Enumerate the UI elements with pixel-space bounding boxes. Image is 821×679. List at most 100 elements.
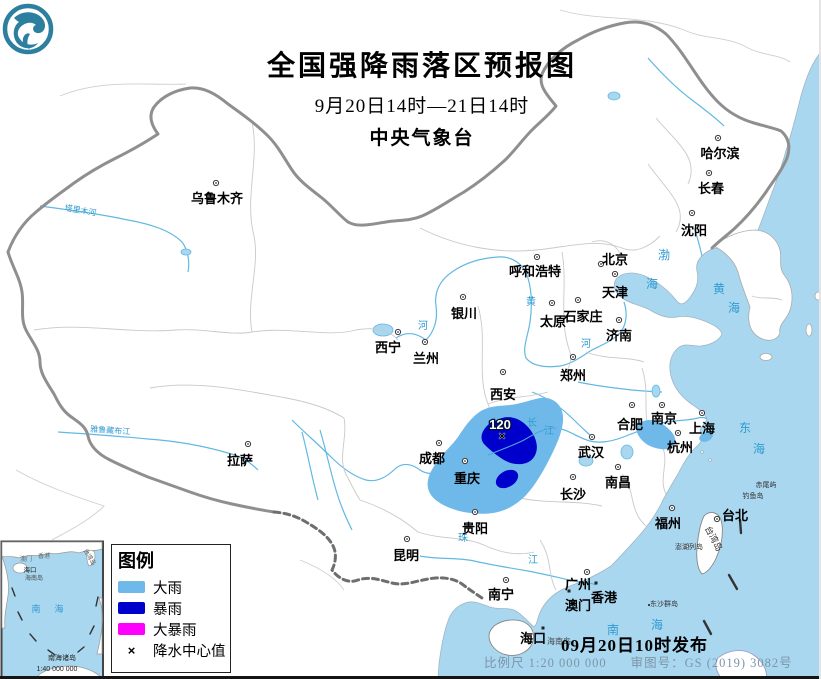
city-label: 上海: [689, 421, 715, 436]
city-label: 太原: [539, 314, 566, 329]
water-label: 黄: [713, 282, 725, 296]
inset-label: 海南岛: [25, 574, 43, 582]
city-label: 福州: [654, 516, 681, 531]
city-marker-dot: [600, 263, 602, 265]
inset-label: 香港: [38, 552, 50, 560]
rain-center-value: 120: [489, 417, 511, 432]
city-label: 香港: [590, 590, 618, 605]
inset-label: 海: [54, 603, 63, 614]
city-marker-dot: [406, 538, 408, 540]
city-marker-dot: [536, 256, 538, 258]
city-marker-dot: [671, 507, 673, 509]
city: 郑州: [560, 353, 586, 383]
right-border: [819, 0, 821, 679]
city-label: 石家庄: [562, 309, 602, 324]
city: 兰州: [413, 338, 439, 366]
water-label: 海: [646, 276, 658, 291]
water-label: 黄: [526, 295, 536, 308]
city: 台北: [713, 508, 748, 523]
bottom-border: [0, 676, 821, 679]
city: 北京: [597, 252, 628, 268]
city-label: 长春: [698, 181, 725, 196]
city-marker-dot: [717, 137, 719, 139]
city-marker-dot: [464, 460, 466, 462]
city-label: 南宁: [488, 587, 514, 602]
water-label: 雅鲁藏布江: [90, 424, 131, 437]
water-label: 南: [607, 622, 619, 637]
city-label: 广州: [565, 577, 591, 592]
city: 成都: [419, 439, 445, 466]
city: 武汉: [578, 433, 605, 460]
water-label: 渤: [658, 248, 670, 262]
place-label: 钓鱼岛: [743, 491, 764, 500]
city-marker-dot: [617, 466, 619, 468]
legend-label: 降水中心值: [153, 643, 226, 660]
city-label: 沈阳: [681, 223, 707, 238]
city: 上海: [689, 409, 715, 436]
city-marker-dot: [716, 518, 718, 520]
city-marker-dot: [586, 571, 588, 573]
legend-label: 大雨: [153, 580, 182, 597]
agency-name: 中央气象台: [369, 128, 475, 149]
legend-label: 暴雨: [153, 601, 182, 618]
city: 杭州: [667, 429, 693, 455]
inset-label: 海口: [24, 565, 37, 574]
city: 天津: [602, 270, 628, 300]
legend-item: 大雨: [118, 580, 230, 597]
page-title: 全国强降雨落区预报图: [266, 51, 577, 82]
city: 海口: [520, 626, 546, 646]
city-label: 北京: [602, 252, 628, 267]
legend-swatch: [118, 602, 145, 614]
city: 银川: [451, 293, 477, 321]
city-marker: [594, 581, 598, 585]
city: 重庆: [454, 457, 480, 486]
city: 澳门: [565, 589, 591, 613]
issue-time: 09月20日10时发布: [561, 636, 708, 655]
taiwan-island: [696, 512, 723, 575]
place-label: 东沙群岛: [650, 599, 678, 608]
water-label: 海: [753, 441, 765, 456]
legend-label: 大暴雨: [153, 622, 197, 639]
city-marker-dot: [215, 182, 217, 184]
city: 西宁: [375, 328, 402, 355]
city-marker-dot: [438, 442, 440, 444]
forecast-period: 9月20日14时—21日14时: [314, 96, 530, 117]
city-label: 呼和浩特: [509, 264, 561, 279]
city-label: 昆明: [393, 548, 419, 563]
legend: 图例 大雨 暴雨 大暴雨 × 降水中心值: [111, 544, 231, 673]
city-label: 杭州: [667, 440, 693, 455]
city: 石家庄: [562, 296, 603, 324]
city: 太原: [539, 299, 566, 329]
water-label: 东: [739, 421, 751, 435]
city-label: 南昌: [605, 475, 631, 490]
city-label: 贵阳: [462, 521, 488, 536]
water-label: 海: [651, 617, 663, 632]
city: 济南: [606, 316, 632, 343]
city-marker-dot: [618, 319, 620, 321]
national-border: [6, 20, 791, 600]
water-label: 珠: [458, 531, 468, 544]
city-label: 西宁: [375, 340, 401, 355]
city-label: 哈尔滨: [700, 146, 739, 161]
city: 西安: [490, 368, 516, 402]
city: 昆明: [393, 535, 419, 563]
city-label: 天津: [602, 285, 628, 300]
sea-area: [437, 51, 821, 679]
city-label: 合肥: [617, 417, 643, 432]
city: 沈阳: [681, 209, 707, 238]
city: 呼和浩特: [509, 253, 561, 279]
map-approval: 审图号：GS (2019) 3082号: [630, 656, 793, 670]
legend-items: 大雨 暴雨 大暴雨 × 降水中心值: [118, 580, 230, 660]
city-marker-dot: [505, 579, 507, 581]
map-scale: 比例尺 1:20 000 000: [484, 656, 607, 670]
water-label: 河: [581, 338, 591, 350]
city: 广州: [565, 568, 591, 592]
inset-label: 南海诸岛: [48, 653, 76, 662]
map-meta: 比例尺 1:20 000 000 审图号：GS (2019) 3082号: [484, 652, 814, 671]
water-label: 江: [528, 554, 538, 566]
city: 南昌: [605, 463, 631, 490]
islands: [488, 512, 767, 679]
